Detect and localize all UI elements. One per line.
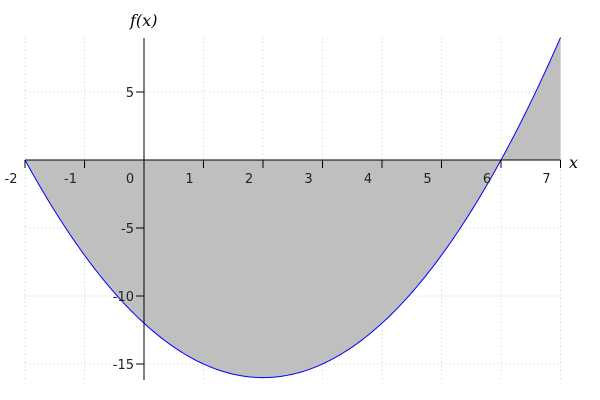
x-tick-label: -1: [64, 172, 77, 187]
x-tick-label: 4: [364, 172, 372, 187]
x-tick-label: 3: [304, 172, 312, 187]
x-tick-label: 2: [245, 172, 253, 187]
y-axis-label: f(x): [129, 11, 157, 30]
y-tick-label: -15: [113, 358, 134, 373]
x-tick-label: 6: [483, 172, 491, 187]
y-tick-label: -5: [121, 222, 134, 237]
x-tick-label: 7: [542, 172, 550, 187]
axes: [24, 38, 561, 380]
tick-labels: -2 -1 0 1 2 3 4 5 6 75-5-10-15: [5, 86, 551, 373]
function-curve: [24, 37, 561, 379]
x-tick-label: 1: [185, 172, 193, 187]
x-tick-label: 5: [423, 172, 431, 187]
area-fill: [25, 37, 561, 378]
x-axis-label: x: [569, 153, 578, 172]
y-tick-label: -10: [113, 290, 134, 305]
x-tick-label: -2: [5, 172, 18, 187]
y-tick-label: 5: [126, 86, 134, 101]
x-tick-label: 0: [126, 172, 134, 187]
